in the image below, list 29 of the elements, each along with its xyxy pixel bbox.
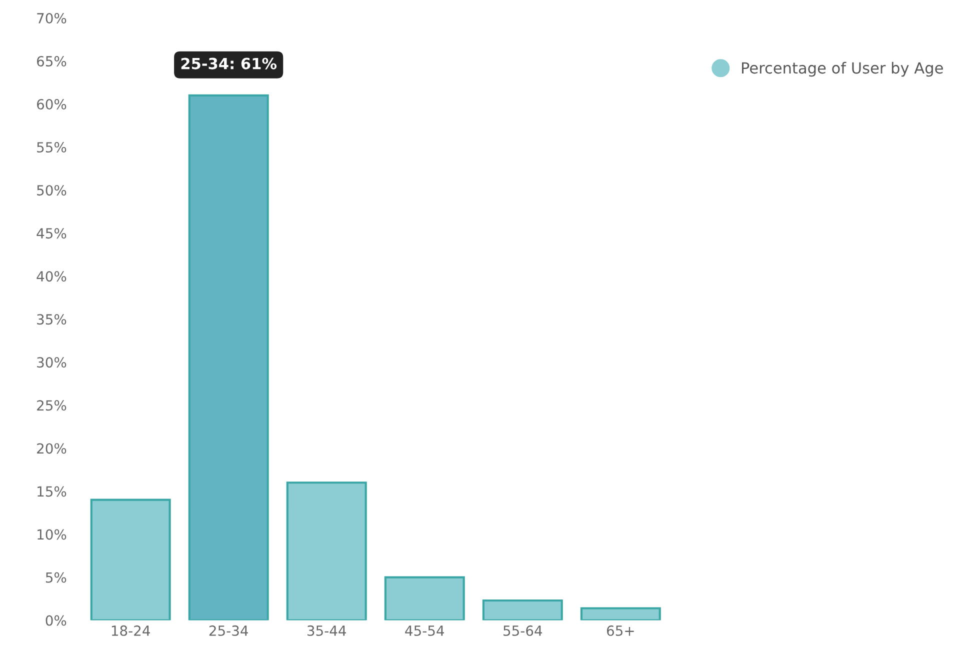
bar: [580, 607, 661, 620]
y-tick-label: 10%: [38, 529, 66, 540]
y-tick-label: 70%: [37, 12, 66, 24]
bar: [286, 482, 367, 620]
bar: [188, 94, 269, 620]
x-tick-label: 45-54: [405, 626, 444, 636]
bar: [384, 576, 465, 620]
x-tick-label: 55-64: [504, 625, 542, 636]
x-tick-label: 18-24: [112, 625, 150, 636]
y-tick-label: 60%: [37, 99, 66, 110]
bar: [90, 498, 171, 620]
bar: [482, 599, 563, 620]
y-tick-label: 65%: [37, 56, 66, 67]
y-tick-label: 50%: [37, 185, 66, 196]
legend-label: Percentage of User by Age: [742, 62, 943, 77]
y-tick-label: 35%: [37, 314, 66, 325]
y-tick-label: 45%: [36, 228, 66, 239]
y-tick-label: 40%: [36, 271, 66, 282]
y-tick-label: 5%: [46, 572, 66, 583]
y-tick-label: 30%: [37, 357, 66, 368]
annotation: 25-34: 61%: [181, 58, 277, 70]
x-tick-label: 25-34: [209, 625, 248, 636]
y-tick-label: 55%: [37, 142, 66, 153]
y-tick-label: 20%: [37, 443, 66, 454]
x-tick-label: 65+: [606, 625, 634, 636]
y-tick-label: 15%: [38, 486, 66, 497]
y-tick-label: 25%: [37, 400, 66, 411]
y-tick-label: 0%: [46, 615, 66, 626]
x-tick-label: 35-44: [307, 625, 346, 636]
